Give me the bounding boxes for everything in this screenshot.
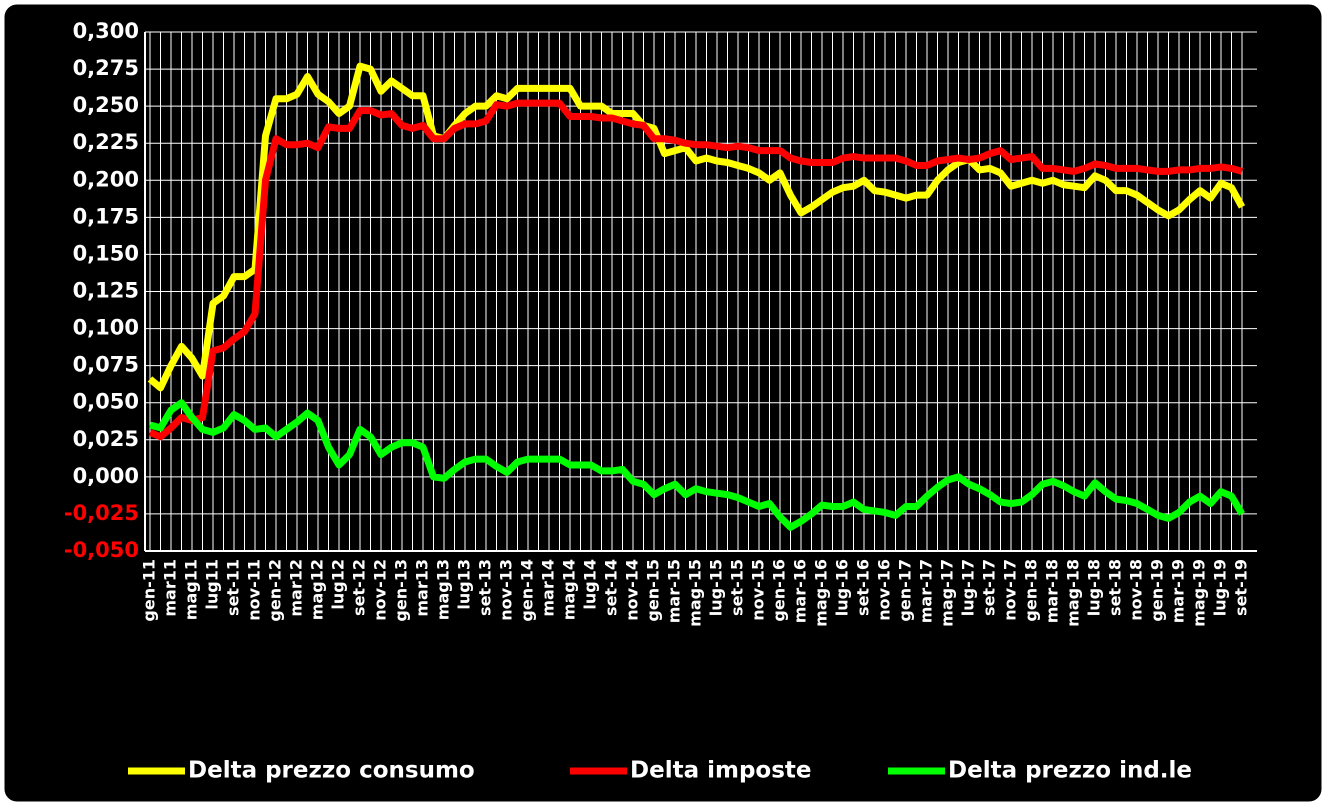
legend-label: Delta imposte <box>630 758 812 784</box>
x-tick-label: nov-11 <box>245 559 264 621</box>
x-tick-label: lug13 <box>455 559 474 610</box>
x-tick-label: gen-13 <box>392 559 411 622</box>
x-tick-label: set-11 <box>224 559 243 616</box>
x-tick-label: lug-15 <box>707 559 726 616</box>
x-tick-label: set-12 <box>350 559 369 616</box>
x-tick-label: mag13 <box>434 559 453 620</box>
y-tick-label: -0,050 <box>64 538 139 562</box>
x-tick-label: mag-16 <box>812 559 831 627</box>
y-tick-label: 0,100 <box>73 316 139 340</box>
x-tick-label: mag-18 <box>1064 559 1083 627</box>
data-line <box>147 62 1246 392</box>
x-tick-label: lug-18 <box>1085 559 1104 616</box>
x-tick-label: nov-14 <box>623 559 642 621</box>
x-tick-label: lug-19 <box>1211 559 1230 616</box>
x-tick-label: nov-13 <box>497 559 516 621</box>
y-tick-label: 0,050 <box>73 390 139 414</box>
x-tick-label: gen-19 <box>1148 559 1167 622</box>
y-tick-label: 0,250 <box>73 93 139 117</box>
x-tick-label: mar-18 <box>1043 559 1062 623</box>
x-tick-label: nov-16 <box>875 559 894 621</box>
y-tick-label: 0,025 <box>73 427 139 451</box>
x-tick-label: mar11 <box>161 559 180 617</box>
y-tick-label: 0,150 <box>73 241 139 265</box>
x-tick-label: mar14 <box>539 559 558 617</box>
x-tick-label: nov-12 <box>371 559 390 621</box>
x-tick-label: mar-19 <box>1169 559 1188 623</box>
y-tick-label: 0,275 <box>73 56 139 80</box>
x-tick-label: mag11 <box>182 559 201 620</box>
data-line <box>149 399 1246 531</box>
x-tick-label: mar13 <box>413 559 432 617</box>
x-tick-label: gen-14 <box>518 559 537 622</box>
x-tick-label: nov-18 <box>1127 559 1146 621</box>
y-tick-label: 0,000 <box>73 464 139 488</box>
x-tick-label: nov-15 <box>749 559 768 621</box>
x-tick-label: mar-16 <box>791 559 810 623</box>
x-tick-label: set-17 <box>980 559 999 616</box>
x-tick-label: lug-16 <box>833 559 852 616</box>
x-tick-label: gen-12 <box>266 559 285 622</box>
y-tick-label: 0,125 <box>73 279 139 303</box>
y-tick-label: 0,175 <box>73 204 139 228</box>
x-tick-label: set-15 <box>728 559 747 616</box>
legend-label: Delta prezzo consumo <box>188 758 475 784</box>
y-tick-label: 0,075 <box>73 353 139 377</box>
x-tick-label: set-14 <box>602 559 621 616</box>
x-tick-label: mag14 <box>560 559 579 620</box>
x-tick-label: mag-17 <box>938 559 957 627</box>
x-tick-label: gen-15 <box>644 559 663 622</box>
y-tick-label: -0,025 <box>64 501 139 525</box>
x-tick-label: set-18 <box>1106 559 1125 616</box>
y-tick-label: 0,300 <box>73 19 139 43</box>
x-tick-label: mar-15 <box>665 559 684 623</box>
x-tick-label: set-19 <box>1232 559 1251 616</box>
x-tick-label: mag12 <box>308 559 327 620</box>
x-tick-label: mag-19 <box>1190 559 1209 627</box>
legend-label: Delta prezzo ind.le <box>948 758 1192 784</box>
y-tick-label: 0,200 <box>73 167 139 191</box>
y-tick-label: 0,225 <box>73 130 139 154</box>
x-tick-label: lug14 <box>581 559 600 610</box>
x-tick-label: nov-17 <box>1001 559 1020 621</box>
x-tick-label: lug12 <box>329 559 348 610</box>
x-tick-label: mag-15 <box>686 559 705 627</box>
x-tick-label: mar12 <box>287 559 306 617</box>
x-tick-label: set-13 <box>476 559 495 616</box>
x-tick-label: gen-16 <box>770 559 789 622</box>
x-tick-label: gen-18 <box>1022 559 1041 622</box>
x-tick-label: mar-17 <box>917 559 936 623</box>
x-tick-label: gen-17 <box>896 559 915 622</box>
x-tick-label: lug-17 <box>959 559 978 616</box>
data-line <box>148 99 1243 441</box>
x-tick-label: set-16 <box>854 559 873 616</box>
x-tick-label: lug11 <box>203 559 222 610</box>
x-tick-label: gen-11 <box>140 559 159 622</box>
